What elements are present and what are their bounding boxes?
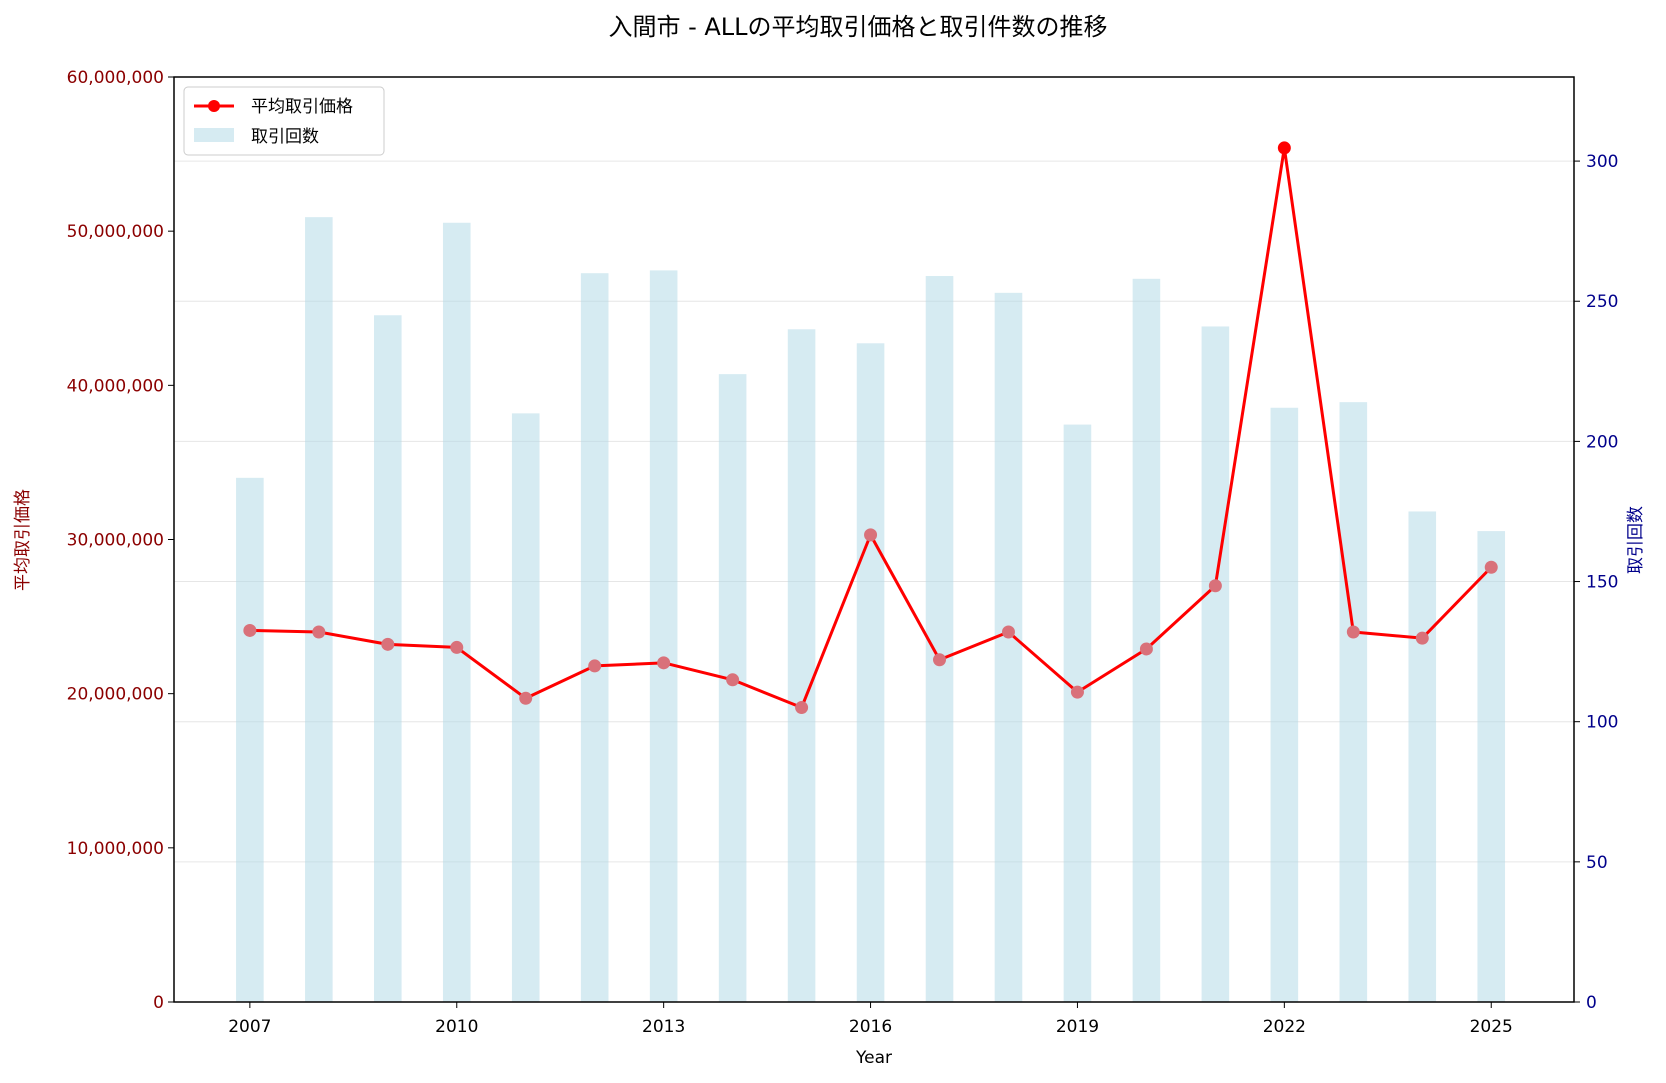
legend-bar-label: 取引回数 bbox=[251, 127, 319, 147]
line-point bbox=[1070, 685, 1084, 699]
line-point bbox=[1277, 141, 1291, 155]
bar bbox=[856, 343, 885, 1003]
line-point bbox=[588, 659, 602, 673]
right-tick-label: 250 bbox=[1586, 292, 1618, 312]
line-point bbox=[450, 640, 464, 654]
right-axis-label: 取引回数 bbox=[1626, 506, 1646, 574]
x-tick-label: 2007 bbox=[228, 1017, 271, 1037]
line-point bbox=[795, 701, 809, 715]
bar bbox=[994, 292, 1023, 1002]
left-tick-label: 60,000,000 bbox=[67, 68, 164, 88]
line-point bbox=[726, 673, 740, 687]
left-axis: 0 10,000,000 20,000,000 30,000,000 40,000,00… bbox=[67, 68, 174, 1013]
bar bbox=[580, 273, 609, 1002]
x-axis-label: Year bbox=[855, 1048, 892, 1068]
bar bbox=[1477, 531, 1506, 1002]
line-point bbox=[312, 625, 326, 639]
chart-title: 入間市 - ALLの平均取引価格と取引件数の推移 bbox=[608, 13, 1107, 41]
bar bbox=[718, 374, 747, 1002]
right-tick-label: 50 bbox=[1586, 853, 1608, 873]
right-tick-label: 0 bbox=[1586, 993, 1597, 1013]
bar bbox=[374, 315, 402, 1002]
bar bbox=[1339, 402, 1368, 1003]
x-tick-label: 2025 bbox=[1470, 1017, 1513, 1037]
line-point bbox=[1208, 579, 1222, 593]
left-tick-label: 50,000,000 bbox=[67, 222, 164, 242]
bars-layer bbox=[236, 217, 1506, 1003]
line-point bbox=[243, 623, 257, 637]
bar bbox=[1201, 326, 1230, 1002]
bar bbox=[511, 413, 540, 1002]
line-point bbox=[519, 691, 533, 705]
x-tick-label: 2016 bbox=[849, 1017, 892, 1037]
legend-line-dot bbox=[208, 100, 220, 112]
line-point bbox=[1001, 625, 1015, 639]
bar bbox=[1270, 407, 1299, 1002]
right-tick-label: 150 bbox=[1586, 573, 1618, 593]
left-tick-label: 0 bbox=[153, 993, 164, 1013]
right-tick-label: 100 bbox=[1586, 713, 1618, 733]
line-layer bbox=[243, 141, 1498, 715]
bar bbox=[925, 276, 954, 1002]
bar bbox=[305, 217, 333, 1003]
line-point bbox=[1484, 560, 1498, 574]
right-tick-label: 300 bbox=[1586, 152, 1618, 172]
line-point bbox=[1415, 631, 1429, 645]
bar bbox=[1408, 511, 1437, 1002]
left-tick-label: 10,000,000 bbox=[67, 839, 164, 859]
line-point bbox=[864, 528, 878, 542]
line-point bbox=[1139, 642, 1153, 656]
x-tick-label: 2010 bbox=[435, 1017, 478, 1037]
legend-bar-swatch bbox=[194, 128, 234, 142]
right-axis: 0 50 100 150 200 250 300 bbox=[1574, 152, 1618, 1013]
left-tick-label: 40,000,000 bbox=[67, 376, 164, 396]
line-point bbox=[657, 656, 671, 670]
line-point bbox=[1346, 625, 1360, 639]
bar bbox=[1063, 424, 1092, 1002]
bar bbox=[236, 477, 264, 1002]
line-point bbox=[933, 653, 947, 667]
left-tick-label: 20,000,000 bbox=[67, 685, 164, 705]
line-point bbox=[381, 637, 395, 651]
right-tick-label: 200 bbox=[1586, 432, 1618, 452]
left-axis-label: 平均取引価格 bbox=[13, 489, 33, 591]
bar bbox=[442, 222, 471, 1002]
bar bbox=[787, 329, 816, 1003]
legend-line-label: 平均取引価格 bbox=[251, 97, 353, 117]
x-tick-label: 2019 bbox=[1056, 1017, 1099, 1037]
bar bbox=[649, 270, 678, 1003]
x-tick-label: 2022 bbox=[1263, 1017, 1306, 1037]
x-axis: 2007 2010 2013 2016 2019 2022 2025 bbox=[228, 1002, 1513, 1037]
left-tick-label: 30,000,000 bbox=[67, 531, 164, 551]
legend: 平均取引価格 取引回数 bbox=[183, 86, 385, 156]
x-tick-label: 2013 bbox=[642, 1017, 685, 1037]
